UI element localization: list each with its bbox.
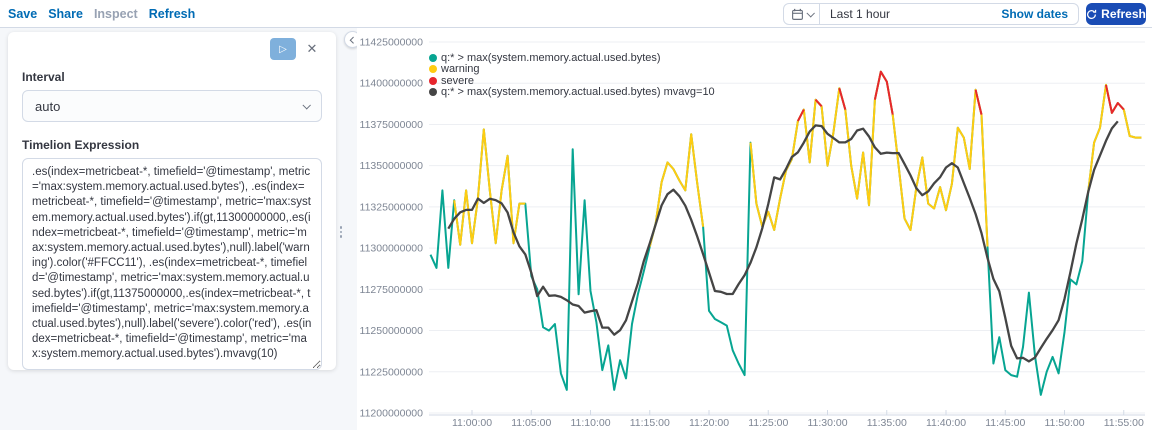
- expression-label: Timelion Expression: [22, 138, 140, 152]
- y-axis-tick-label: 11400000000: [360, 78, 424, 90]
- run-expression-button[interactable]: ▷: [270, 38, 296, 60]
- interval-select[interactable]: auto: [22, 90, 322, 122]
- refresh-icon: [1087, 9, 1097, 19]
- series-mvavg-line: [447, 120, 1119, 363]
- y-axis-tick-label: 11375000000: [360, 119, 424, 131]
- show-dates-button[interactable]: Show dates: [1001, 7, 1068, 21]
- y-axis-tick-label: 11325000000: [360, 201, 424, 213]
- time-range-picker: Last 1 hour Show dates: [783, 3, 1079, 25]
- legend-dot-icon: [429, 88, 437, 97]
- play-icon: ▷: [279, 43, 287, 55]
- close-editor-button[interactable]: ✕: [302, 39, 322, 59]
- x-axis-tick-label: 11:15:00: [630, 417, 670, 429]
- editor-sidebar: ▷ ✕ Interval auto Timelion Expression .e…: [0, 28, 361, 430]
- series-severe-line: [974, 89, 983, 115]
- save-button[interactable]: Save: [8, 7, 38, 21]
- expression-editor-card: ▷ ✕ Interval auto Timelion Expression .e…: [8, 32, 336, 370]
- time-range-value[interactable]: Last 1 hour: [830, 7, 891, 21]
- y-axis-tick-label: 11250000000: [360, 325, 424, 337]
- refresh-button-label: Refresh: [1101, 7, 1146, 21]
- series-severe-line: [873, 70, 894, 115]
- series-warning-line: [648, 133, 705, 247]
- x-axis-tick-label: 11:30:00: [807, 417, 847, 429]
- legend-label: q:* > max(system.memory.actual.used.byte…: [441, 86, 715, 99]
- legend-label: q:* > max(system.memory.actual.used.byte…: [441, 51, 661, 64]
- legend-dot-icon: [429, 53, 437, 62]
- series-severe-line: [814, 99, 823, 107]
- y-axis-tick-label: 11275000000: [360, 284, 424, 296]
- y-axis-tick-label: 11300000000: [360, 243, 424, 255]
- close-icon: ✕: [306, 41, 318, 56]
- series-main-line: [429, 70, 1142, 396]
- legend-dot-icon: [429, 76, 437, 85]
- series-severe-line: [1105, 84, 1125, 114]
- x-axis-tick-label: 11:45:00: [985, 417, 1025, 429]
- legend-item-main[interactable]: q:* > max(system.memory.actual.used.byte…: [429, 52, 715, 64]
- y-axis-tick-label: 11350000000: [360, 160, 424, 172]
- legend-dot-icon: [429, 65, 437, 74]
- y-axis-tick-label: 11225000000: [360, 366, 424, 378]
- x-axis-tick-label: 11:10:00: [570, 417, 610, 429]
- refresh-button[interactable]: Refresh: [1086, 3, 1146, 25]
- refresh-menu-button[interactable]: Refresh: [148, 7, 196, 21]
- series-warning-line: [453, 128, 526, 246]
- series-warning-line: [1087, 83, 1142, 193]
- x-axis-tick-label: 11:35:00: [867, 417, 907, 429]
- chart-area: 11200000000 11225000000 11250000000 1127500…: [357, 28, 1152, 430]
- series-warning-line: [749, 70, 989, 247]
- interval-value: auto: [35, 98, 61, 114]
- chart-legend: q:* > max(system.memory.actual.used.byte…: [429, 52, 715, 98]
- series-severe-line: [797, 109, 805, 122]
- quick-select-button[interactable]: [784, 4, 820, 24]
- series-severe-line: [838, 87, 847, 110]
- y-axis-tick-label: 11425000000: [360, 37, 424, 49]
- inspect-button[interactable]: Inspect: [93, 7, 138, 21]
- timelion-chart-svg: 11200000000 11225000000 11250000000 1127500…: [360, 37, 1145, 429]
- expression-input[interactable]: .es(index=metricbeat-*, timefield='@time…: [22, 158, 322, 370]
- interval-label: Interval: [22, 70, 65, 84]
- calendar-icon: [791, 8, 803, 20]
- chevron-left-icon: [349, 36, 357, 44]
- legend-item-mvavg[interactable]: q:* > max(system.memory.actual.used.byte…: [429, 86, 715, 99]
- editor-card-toolbar: ▷ ✕: [22, 36, 322, 62]
- x-axis-tick-label: 11:20:00: [689, 417, 729, 429]
- panel-resize-handle[interactable]: [338, 226, 344, 238]
- x-axis-tick-label: 11:00:00: [452, 417, 492, 429]
- y-axis-tick-label: 11200000000: [360, 408, 424, 420]
- legend-label: warning: [441, 63, 480, 76]
- x-axis-tick-label: 11:25:00: [748, 417, 788, 429]
- x-axis-tick-label: 11:05:00: [511, 417, 551, 429]
- top-navbar: Save Share Inspect Refresh Last 1 hour S…: [0, 0, 1152, 28]
- x-axis-tick-label: 11:40:00: [926, 417, 966, 429]
- chevron-down-icon: [302, 101, 311, 110]
- x-axis-tick-label: 11:50:00: [1044, 417, 1084, 429]
- nav-links: Save Share Inspect Refresh: [8, 0, 195, 28]
- x-axis-tick-label: 11:55:00: [1104, 417, 1144, 429]
- chevron-down-icon: [805, 9, 815, 18]
- legend-item-warning[interactable]: warning: [429, 63, 715, 76]
- legend-label: severe: [441, 74, 475, 87]
- legend-item-severe[interactable]: severe: [429, 75, 715, 87]
- share-button[interactable]: Share: [48, 7, 83, 21]
